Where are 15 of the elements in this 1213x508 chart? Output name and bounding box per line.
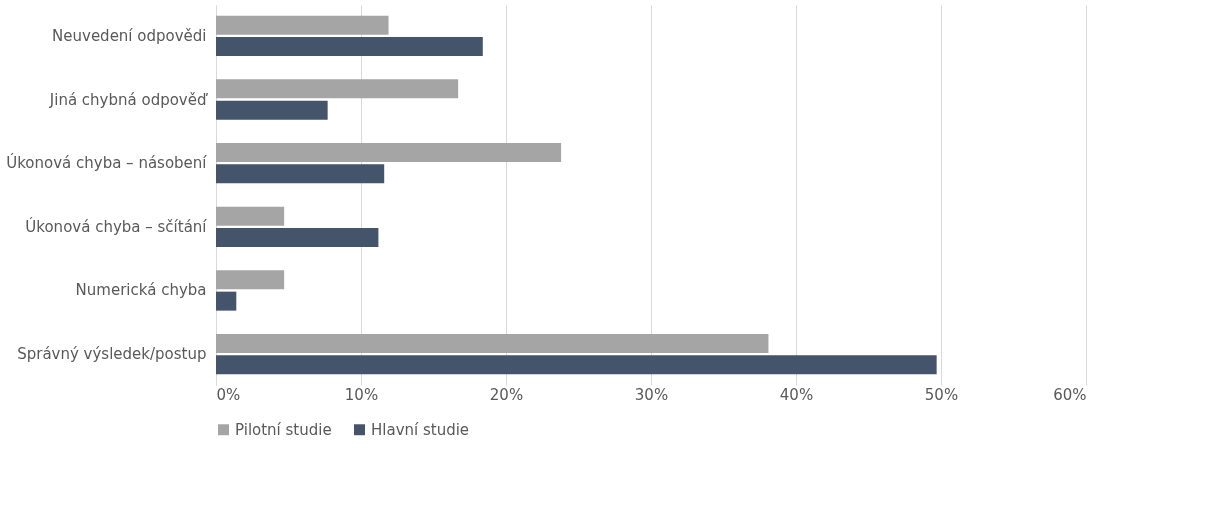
legend-label: Hlavní studie [371, 420, 470, 439]
y-tick-label: Úkonová chyba – násobení [6, 153, 208, 173]
y-tick-label: Jiná chybná odpověď [48, 90, 208, 109]
y-tick-label: Numerická chyba [75, 281, 207, 300]
legend-label: Pilotní studie [235, 420, 332, 439]
x-tick-label: 30% [634, 385, 669, 404]
x-tick-label: 50% [924, 385, 959, 404]
x-tick-label: 10% [344, 385, 379, 404]
y-tick-label: Správný výsledek/postup [17, 345, 207, 364]
y-tick-label: Úkonová chyba – sčítání [25, 216, 208, 236]
x-tick-label: 40% [779, 385, 814, 404]
x-tick-label: 60% [1053, 385, 1087, 404]
x-tick-label: 20% [489, 385, 524, 404]
x-tick-label: 0% [216, 385, 241, 404]
y-tick-label: Neuvedení odpovědi [52, 26, 207, 45]
